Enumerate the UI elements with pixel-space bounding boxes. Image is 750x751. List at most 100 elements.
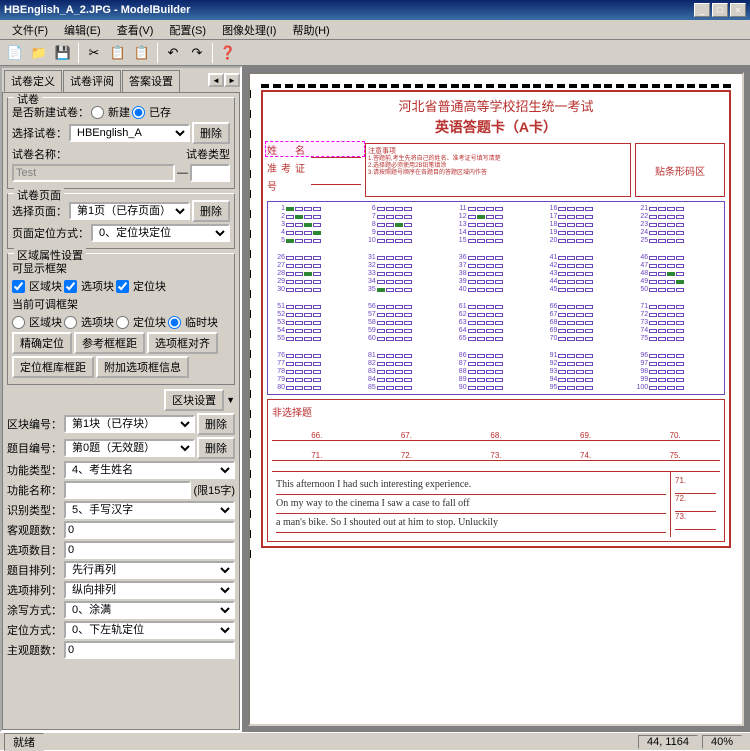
tool-redo[interactable]: ↷	[186, 42, 208, 64]
item-align-button[interactable]: 选项框对齐	[147, 332, 218, 354]
page-locate-label: 页面定位方式：	[12, 225, 89, 241]
tool-undo[interactable]: ↶	[162, 42, 184, 64]
tab-review[interactable]: 试卷评阅	[63, 70, 121, 92]
tool-help[interactable]: ❓	[217, 42, 239, 64]
status-zoom: 40%	[702, 735, 742, 749]
group-page-title: 试卷页面	[14, 187, 64, 203]
subj-label: 主观题数：	[7, 642, 62, 658]
maximize-button[interactable]: □	[712, 3, 728, 17]
bubble-block: 7677787980	[271, 352, 358, 391]
delete-page-button[interactable]: 删除	[192, 200, 230, 222]
essay-text-area: This afternoon I had such interesting ex…	[272, 472, 670, 537]
check-locate[interactable]	[116, 280, 129, 293]
menu-view[interactable]: 查看(V)	[109, 20, 162, 40]
minimize-button[interactable]: _	[694, 3, 710, 17]
bubble-block: 678910	[362, 205, 449, 244]
dash: —	[177, 167, 188, 179]
bubble-block: 2122232425	[634, 205, 721, 244]
tool-save[interactable]: 💾	[52, 42, 74, 64]
objective-input[interactable]	[64, 521, 235, 539]
group-region-title: 区域属性设置	[14, 247, 86, 263]
page-locate-combo[interactable]: 0、定位块定位	[91, 224, 230, 242]
radio-temp-block[interactable]	[168, 316, 181, 329]
right-panel: 河北省普通高等学校招生统一考试 英语答题卡（A卡） 姓 名 准考证号	[242, 66, 750, 732]
option-count-input[interactable]	[64, 541, 235, 559]
menu-image[interactable]: 图像处理(I)	[214, 20, 284, 40]
recog-type-combo[interactable]: 5、手写汉字	[64, 501, 235, 519]
tab-answer[interactable]: 答案设置	[122, 70, 180, 92]
func-type-label: 功能类型：	[7, 462, 62, 478]
menu-config[interactable]: 配置(S)	[161, 20, 214, 40]
toolbar: 📄 📁 💾 ✂ 📋 📋 ↶ ↷ ❓	[0, 40, 750, 66]
menu-help[interactable]: 帮助(H)	[284, 20, 337, 40]
locate-dist-button[interactable]: 定位框库框距	[12, 356, 94, 378]
locate-combo[interactable]: 0、下左轨定位	[64, 621, 235, 639]
ref-frame-button[interactable]: 参考框框距	[74, 332, 145, 354]
tab-definition[interactable]: 试卷定义	[4, 70, 62, 92]
group-page: 试卷页面 选择页面： 第1页（已存页面） 删除 页面定位方式： 0、定位块定位	[7, 193, 235, 249]
tab-scroll-right[interactable]: ►	[224, 73, 240, 87]
tool-cut[interactable]: ✂	[83, 42, 105, 64]
bubble-block: 96979899100	[634, 352, 721, 391]
radio-locate-block[interactable]	[116, 316, 129, 329]
region-num-label: 区块编号：	[7, 416, 62, 432]
delete-paper-button[interactable]: 删除	[192, 122, 230, 144]
main-area: 试卷定义 试卷评阅 答案设置 ◄ ► 试卷 是否新建试卷： 新建 已存 选择试卷…	[0, 66, 750, 732]
group-region-props: 区域属性设置 可显示框架 区域块 选项块 定位块 当前可调框架 区域块 选项块 …	[7, 253, 235, 385]
adjust-frame-label: 当前可调框架	[12, 296, 78, 312]
func-type-combo[interactable]: 4、考生姓名	[64, 461, 235, 479]
menu-edit[interactable]: 编辑(E)	[56, 20, 109, 40]
sheet-header-left: 姓 名 准考证号	[267, 143, 361, 197]
close-button[interactable]: ×	[730, 3, 746, 17]
answer-sheet: 河北省普通高等学校招生统一考试 英语答题卡（A卡） 姓 名 准考证号	[261, 84, 731, 548]
sheet-header: 姓 名 准考证号 注意事项 1.答题前,考生先将自己的姓名、准	[267, 143, 725, 197]
delete-question-button[interactable]: 删除	[197, 437, 235, 459]
paper-name-input	[12, 164, 175, 182]
id-line	[311, 173, 361, 185]
tab-scroll-left[interactable]: ◄	[208, 73, 224, 87]
radio-exist[interactable]	[132, 106, 145, 119]
smear-combo[interactable]: 0、涂满	[64, 601, 235, 619]
region-setting-button[interactable]: 区块设置	[164, 389, 224, 411]
barcode-area: 贴条形码区	[635, 143, 725, 197]
paper-name-label: 试卷名称：	[12, 146, 67, 162]
tab-strip: 试卷定义 试卷评阅 答案设置	[2, 68, 208, 92]
fine-locate-button[interactable]: 精确定位	[12, 332, 72, 354]
titlebar: HBEnglish_A_2.JPG - ModelBuilder _ □ ×	[0, 0, 750, 20]
bubble-block: 1617181920	[543, 205, 630, 244]
tool-copy[interactable]: 📋	[107, 42, 129, 64]
func-name-input[interactable]	[64, 481, 191, 499]
radio-option-block[interactable]	[64, 316, 77, 329]
option-arr-combo[interactable]: 纵向排列	[64, 581, 235, 599]
tool-new[interactable]: 📄	[4, 42, 26, 64]
radio-new[interactable]	[91, 106, 104, 119]
tool-open[interactable]: 📁	[28, 42, 50, 64]
essay-line-1: 66. 67. 68. 69. 70.	[272, 423, 720, 441]
check-locate-label: 定位块	[133, 278, 166, 294]
append-option-button[interactable]: 附加选项框信息	[96, 356, 189, 378]
bubble-block: 5657585960	[362, 303, 449, 342]
sheet-subtitle: 英语答题卡（A卡）	[267, 117, 725, 137]
bubble-block: 6162636465	[453, 303, 540, 342]
func-name-label: 功能名称：	[7, 482, 62, 498]
check-region[interactable]	[12, 280, 25, 293]
page-combo[interactable]: 第1页（已存页面）	[69, 202, 190, 220]
tool-paste[interactable]: 📋	[131, 42, 153, 64]
menu-file[interactable]: 文件(F)	[4, 20, 56, 40]
question-arr-combo[interactable]: 先行再列	[64, 561, 235, 579]
question-num-combo[interactable]: 第0题（无效题）	[64, 439, 195, 457]
region-num-combo[interactable]: 第1块（已存块）	[64, 415, 195, 433]
bubble-block: 5152535455	[271, 303, 358, 342]
bubble-block: 8182838485	[362, 352, 449, 391]
delete-region-button[interactable]: 删除	[197, 413, 235, 435]
paper-type-input[interactable]	[190, 164, 230, 182]
subj-input[interactable]	[64, 641, 235, 659]
canvas-viewport[interactable]: 河北省普通高等学校招生统一考试 英语答题卡（A卡） 姓 名 准考证号	[248, 72, 744, 726]
check-option[interactable]	[64, 280, 77, 293]
paper-combo[interactable]: HBEnglish_A	[69, 124, 190, 142]
radio-region-block[interactable]	[12, 316, 25, 329]
check-option-label: 选项块	[81, 278, 114, 294]
objective-label: 客观题数：	[7, 522, 62, 538]
sheet-title: 河北省普通高等学校招生统一考试	[267, 96, 725, 115]
select-paper-label: 选择试卷：	[12, 125, 67, 141]
